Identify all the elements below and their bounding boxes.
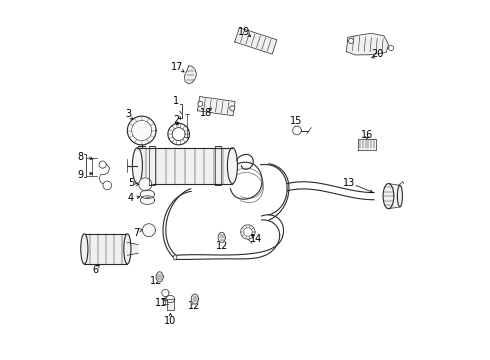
Polygon shape — [389, 184, 400, 209]
Ellipse shape — [132, 148, 143, 184]
Polygon shape — [167, 299, 173, 310]
Ellipse shape — [173, 255, 177, 260]
Polygon shape — [162, 289, 169, 297]
Ellipse shape — [124, 234, 131, 264]
Polygon shape — [235, 28, 277, 54]
Polygon shape — [184, 66, 196, 84]
Text: 12: 12 — [216, 241, 228, 251]
Polygon shape — [241, 225, 255, 239]
Polygon shape — [346, 33, 389, 55]
Text: 2: 2 — [173, 115, 179, 125]
Polygon shape — [191, 294, 198, 304]
Polygon shape — [84, 234, 127, 264]
Circle shape — [198, 102, 203, 107]
Text: 9: 9 — [78, 170, 84, 180]
Ellipse shape — [397, 185, 402, 207]
Circle shape — [103, 181, 112, 190]
Circle shape — [348, 39, 353, 44]
Circle shape — [99, 161, 106, 168]
Text: 12: 12 — [188, 301, 200, 311]
Ellipse shape — [383, 184, 394, 209]
Polygon shape — [140, 196, 155, 204]
Polygon shape — [168, 123, 190, 145]
Text: 12: 12 — [150, 276, 162, 286]
Text: 1: 1 — [173, 96, 179, 106]
Text: 17: 17 — [172, 62, 184, 72]
Text: 8: 8 — [78, 152, 84, 162]
Polygon shape — [140, 190, 155, 199]
Polygon shape — [156, 272, 163, 282]
Ellipse shape — [227, 148, 238, 184]
Bar — [137, 148, 232, 184]
Text: 16: 16 — [361, 130, 373, 140]
Polygon shape — [358, 139, 375, 149]
Polygon shape — [143, 224, 155, 237]
Polygon shape — [293, 126, 301, 135]
Text: 20: 20 — [371, 49, 384, 59]
Text: 11: 11 — [155, 298, 167, 308]
Text: 18: 18 — [200, 108, 212, 118]
Text: 7: 7 — [134, 228, 140, 238]
Polygon shape — [127, 116, 156, 145]
Circle shape — [230, 106, 235, 111]
Polygon shape — [197, 96, 235, 116]
Ellipse shape — [81, 234, 88, 264]
Text: 15: 15 — [290, 116, 302, 126]
Polygon shape — [218, 232, 225, 242]
Circle shape — [389, 45, 393, 50]
Polygon shape — [139, 178, 152, 191]
Text: 3: 3 — [125, 109, 131, 119]
Text: 10: 10 — [164, 316, 176, 325]
Text: 13: 13 — [343, 178, 355, 188]
Polygon shape — [127, 242, 138, 255]
Text: 6: 6 — [92, 265, 98, 275]
Text: 5: 5 — [128, 178, 134, 188]
Text: 4: 4 — [128, 193, 134, 203]
Text: 14: 14 — [250, 234, 263, 244]
Text: 19: 19 — [238, 27, 250, 37]
